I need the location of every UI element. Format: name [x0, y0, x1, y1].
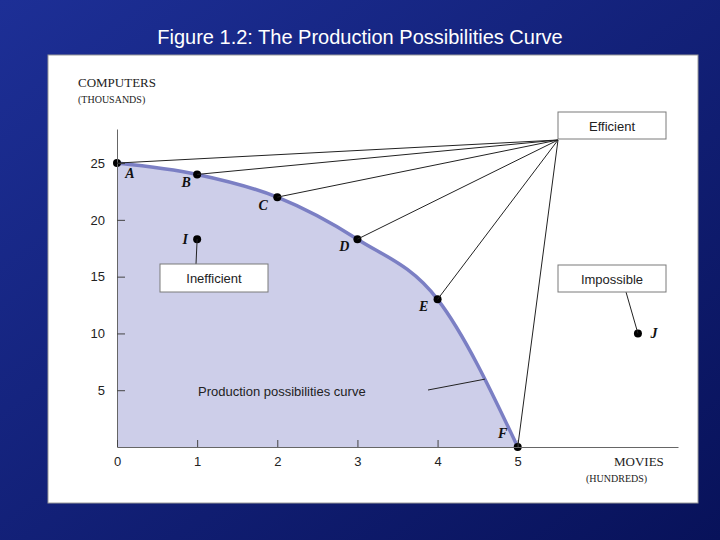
annotations: Efficient Inefficient Impossible Production… — [117, 112, 666, 447]
y-tick: 5 — [98, 383, 125, 398]
annotation: Efficient — [117, 112, 666, 447]
y-tick-label: 20 — [91, 213, 105, 228]
x-axis-title: MOVIES — [614, 454, 664, 469]
annotation-text: Inefficient — [186, 271, 242, 286]
point-label: I — [181, 232, 188, 247]
background — [0, 0, 720, 540]
y-tick-mark — [117, 220, 125, 221]
point-label: J — [649, 326, 658, 341]
annotation-line — [117, 140, 558, 163]
annotation-box — [558, 265, 666, 292]
annotation: Production possibilities curve — [198, 379, 485, 399]
x-tick: 3 — [354, 440, 361, 469]
chart: Figure 1.2: The Production Possibilities… — [0, 0, 720, 540]
x-tick-label: 2 — [274, 454, 281, 469]
x-tick-label: 5 — [515, 454, 522, 469]
annotation-box — [160, 264, 268, 292]
panel — [48, 55, 698, 503]
x-axis: 0 1 2 3 4 5 — [114, 440, 679, 469]
annotation-line — [626, 292, 638, 333]
y-tick-label: 25 — [91, 156, 105, 171]
x-tick-mark — [357, 440, 358, 447]
x-tick: 4 — [434, 440, 441, 469]
y-tick: 20 — [91, 213, 125, 228]
y-axis-line — [117, 130, 118, 448]
y-tick-mark — [117, 390, 125, 391]
point-label: B — [180, 175, 190, 190]
x-tick-mark — [438, 440, 439, 447]
y-tick-mark — [117, 277, 125, 278]
x-tick-mark — [197, 440, 198, 447]
annotation-text: Impossible — [581, 272, 643, 287]
x-tick-label: 0 — [114, 454, 121, 469]
point-labels: A B C D E F I J — [124, 166, 658, 441]
y-tick-label: 10 — [91, 326, 105, 341]
point-label: D — [338, 239, 349, 254]
x-tick-label: 3 — [354, 454, 361, 469]
point-label: C — [259, 198, 269, 213]
x-tick-mark — [117, 440, 118, 447]
x-tick-mark — [277, 440, 278, 447]
annotation-text: Production possibilities curve — [198, 384, 366, 399]
annotation-box — [558, 112, 666, 139]
annotation-line — [197, 140, 558, 174]
curve-area — [117, 163, 518, 447]
curve-line — [117, 163, 518, 447]
annotation-line — [518, 140, 558, 447]
y-axis-unit: (THOUSANDS) — [78, 94, 145, 106]
annotation: Inefficient — [160, 239, 268, 292]
y-tick: 15 — [91, 269, 125, 284]
y-tick-mark — [117, 333, 125, 334]
y-tick-label: 15 — [91, 269, 105, 284]
x-axis-unit: (HUNDREDS) — [586, 473, 647, 485]
y-axis: 5 10 15 20 25 — [91, 130, 125, 448]
y-axis-title: COMPUTERS — [78, 75, 156, 90]
x-tick: 2 — [274, 440, 281, 469]
y-tick-label: 5 — [98, 383, 105, 398]
point-label: F — [497, 426, 508, 441]
x-tick: 1 — [194, 440, 201, 469]
annotation-line — [428, 379, 485, 390]
plot-area — [113, 159, 642, 451]
point-label: A — [124, 166, 134, 181]
annotation: Impossible — [558, 265, 666, 333]
x-tick: 0 — [114, 440, 121, 469]
annotation-line — [277, 140, 558, 197]
title: Figure 1.2: The Production Possibilities… — [157, 26, 562, 48]
x-axis-line — [118, 447, 679, 448]
x-tick-label: 4 — [434, 454, 441, 469]
y-tick: 10 — [91, 326, 125, 341]
annotation-line — [196, 239, 197, 264]
annotation-text: Efficient — [589, 119, 635, 134]
annotation-line — [357, 140, 558, 239]
x-tick-label: 1 — [194, 454, 201, 469]
point-label: E — [418, 299, 428, 314]
